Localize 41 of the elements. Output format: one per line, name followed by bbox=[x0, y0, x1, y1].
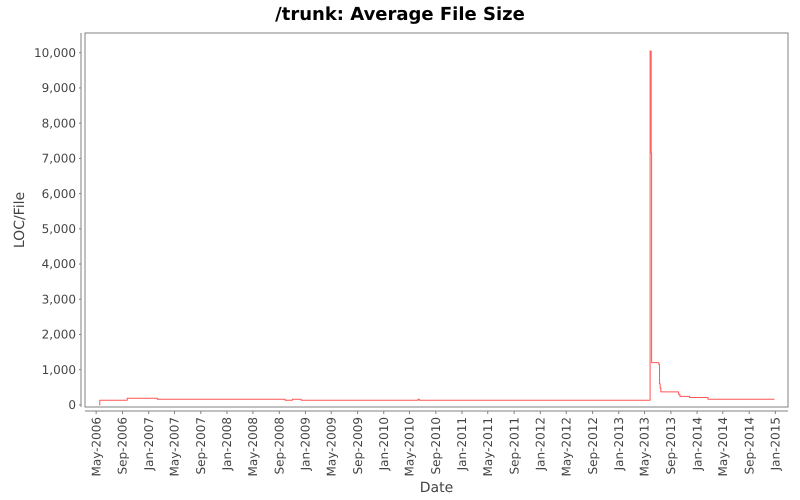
x-tick-label: Jan-2013 bbox=[612, 417, 626, 472]
y-tick-label: 0 bbox=[68, 398, 76, 412]
x-tick-label: May-2010 bbox=[402, 417, 417, 476]
x-tick-label: Jan-2015 bbox=[768, 417, 783, 472]
x-tick-label: Jan-2008 bbox=[220, 417, 234, 472]
x-tick-label: Jan-2010 bbox=[376, 417, 391, 472]
y-tick-label: 8,000 bbox=[42, 116, 76, 130]
x-tick-label: May-2006 bbox=[89, 417, 104, 476]
y-tick-label: 6,000 bbox=[42, 186, 76, 201]
y-tick-label: 10,000 bbox=[34, 46, 76, 60]
x-tick-label: May-2012 bbox=[559, 417, 574, 476]
y-tick-label: 9,000 bbox=[42, 81, 76, 96]
y-tick-label: 3,000 bbox=[42, 292, 76, 306]
x-tick-label: Jan-2007 bbox=[142, 417, 156, 472]
y-tick-label: 7,000 bbox=[42, 152, 76, 166]
y-tick-label: 1,000 bbox=[42, 362, 76, 377]
x-tick-label: Sep-2010 bbox=[429, 417, 444, 474]
x-tick-label: Sep-2008 bbox=[272, 417, 286, 474]
y-tick-label: 5,000 bbox=[42, 222, 76, 236]
y-tick-label: 4,000 bbox=[42, 257, 76, 272]
chart-title: /trunk: Average File Size bbox=[275, 4, 525, 25]
x-axis-title: Date bbox=[420, 480, 454, 496]
x-tick-label: Sep-2013 bbox=[664, 417, 678, 474]
x-tick-label: Sep-2009 bbox=[350, 417, 365, 474]
x-tick-label: May-2014 bbox=[716, 417, 730, 476]
x-tick-label: Sep-2007 bbox=[194, 417, 208, 474]
x-tick-label: Sep-2012 bbox=[586, 417, 600, 474]
y-tick-label: 2,000 bbox=[42, 328, 76, 342]
x-tick-label: Jan-2014 bbox=[690, 417, 704, 472]
x-tick-label: Jan-2012 bbox=[534, 417, 548, 472]
x-tick-label: Sep-2014 bbox=[742, 417, 756, 474]
x-tick-label: May-2013 bbox=[638, 417, 652, 476]
x-tick-label: Sep-2011 bbox=[507, 417, 522, 474]
x-tick-label: May-2007 bbox=[168, 417, 182, 476]
x-tick-label: May-2009 bbox=[324, 417, 338, 476]
x-tick-label: May-2011 bbox=[480, 417, 495, 476]
x-tick-label: May-2008 bbox=[246, 417, 260, 476]
x-tick-label: Jan-2009 bbox=[298, 417, 313, 472]
x-tick-label: Sep-2006 bbox=[116, 417, 130, 474]
y-axis-title: LOC/File bbox=[12, 192, 28, 248]
x-tick-label: Jan-2011 bbox=[455, 417, 470, 472]
